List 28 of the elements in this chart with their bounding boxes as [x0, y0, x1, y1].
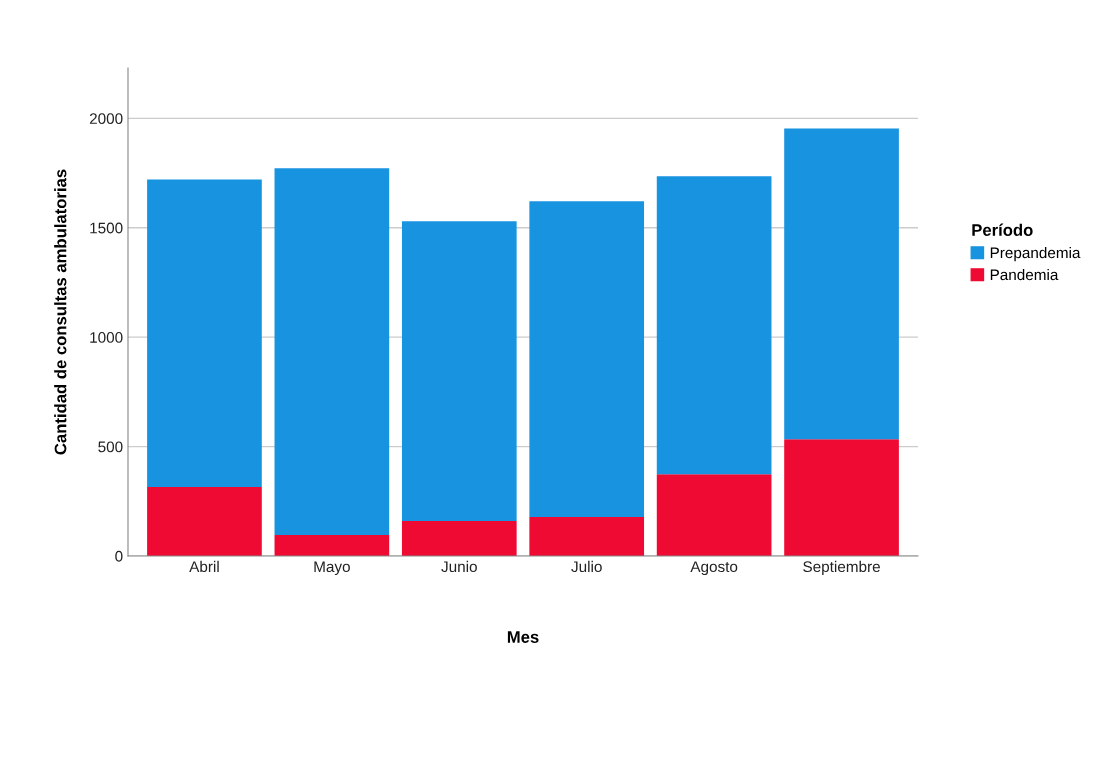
x-axis-title: Mes	[507, 631, 539, 643]
legend-title: Período	[972, 223, 1033, 236]
bar	[401, 221, 517, 521]
bar	[274, 534, 390, 556]
x-tick-label: Abril	[189, 560, 219, 573]
legend-label: Prepandemia	[990, 246, 1081, 262]
bar	[529, 201, 645, 518]
x-tick-label: Agosto	[690, 561, 738, 576]
bar	[656, 176, 772, 475]
bar	[401, 520, 517, 556]
bar	[784, 128, 899, 440]
y-tick-label: 500	[98, 441, 123, 453]
y-tick-label: 1000	[90, 332, 123, 343]
y-axis-title: Cantidad de consultas ambulatorias	[54, 169, 67, 455]
x-tick-label: Septiembre	[803, 560, 880, 576]
bar	[274, 168, 390, 535]
legend-label: Pandemia	[990, 268, 1059, 281]
y-tick-label: 1500	[90, 222, 123, 234]
y-tick-label: 0	[115, 550, 123, 562]
bar	[784, 439, 899, 556]
bar	[147, 179, 262, 488]
bar	[147, 487, 262, 556]
y-tick-label: 2000	[89, 113, 123, 125]
bar	[656, 474, 772, 556]
bar	[529, 517, 645, 556]
x-tick-label: Junio	[441, 560, 477, 573]
x-tick-label: Mayo	[314, 561, 350, 576]
x-tick-label: Julio	[571, 560, 602, 573]
